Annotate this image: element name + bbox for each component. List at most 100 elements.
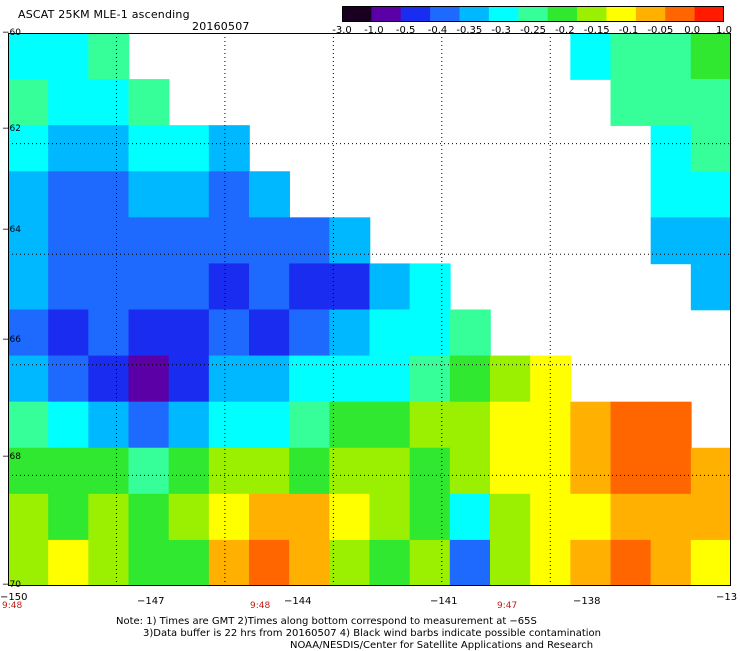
heatmap-plot — [8, 33, 731, 586]
y-tick-label: −70 — [2, 580, 21, 590]
heatmap-cell — [88, 447, 130, 495]
heatmap-cell — [128, 125, 170, 173]
heatmap-cell — [650, 401, 692, 449]
heatmap-cell — [369, 309, 411, 357]
heatmap-cell — [208, 125, 250, 173]
heatmap-cell — [128, 401, 170, 449]
heatmap-cell — [329, 355, 371, 403]
heatmap-cell — [369, 355, 411, 403]
heatmap-cell — [329, 447, 371, 495]
heatmap-cell — [128, 309, 170, 357]
colorbar-tick-label: -0.1 — [618, 25, 639, 36]
heatmap-cell — [449, 539, 491, 586]
colorbar-tick-label: 1.0 — [716, 25, 732, 36]
heatmap-cell — [409, 447, 451, 495]
heatmap-cell — [369, 447, 411, 495]
heatmap-cell — [289, 447, 331, 495]
heatmap-cell — [409, 355, 451, 403]
heatmap-cell — [249, 355, 290, 403]
heatmap-cell — [48, 125, 90, 173]
heatmap-cell — [88, 493, 130, 541]
heatmap-cell — [690, 171, 731, 219]
heatmap-cell — [690, 447, 731, 495]
colorbar-swatch — [606, 6, 637, 22]
heatmap-cell — [8, 493, 49, 541]
heatmap-cell — [530, 447, 572, 495]
heatmap-cell — [289, 217, 331, 265]
heatmap-cell — [128, 263, 170, 311]
heatmap-cell — [650, 493, 692, 541]
time-label: 9:47 — [497, 601, 518, 611]
heatmap-cell — [329, 493, 371, 541]
heatmap-cell — [449, 309, 491, 357]
heatmap-cell — [48, 79, 90, 126]
heatmap-cell — [168, 493, 210, 541]
note-line-3: NOAA/NESDIS/Center for Satellite Applica… — [290, 640, 594, 651]
colorbar-swatch — [342, 6, 372, 22]
heatmap-cell — [409, 309, 451, 357]
heatmap-cell — [8, 447, 49, 495]
heatmap-cell — [329, 539, 371, 586]
heatmap-cell — [610, 493, 652, 541]
x-tick-label: −138 — [573, 596, 601, 607]
chart-date: 20160507 — [192, 20, 250, 33]
heatmap-cell — [168, 539, 210, 586]
heatmap-cell — [208, 493, 250, 541]
colorbar-tick-label: 0.0 — [684, 25, 701, 36]
heatmap-cell — [8, 125, 49, 173]
colorbar-swatch — [577, 6, 608, 22]
heatmap-cell — [88, 263, 130, 311]
colorbar-swatch — [459, 6, 490, 22]
heatmap-cell — [249, 263, 290, 311]
heatmap-cells — [8, 33, 731, 586]
heatmap-cell — [8, 263, 49, 311]
heatmap-cell — [369, 401, 411, 449]
heatmap-cell — [88, 171, 130, 219]
heatmap-cell — [369, 539, 411, 586]
heatmap-cell — [289, 355, 331, 403]
heatmap-cell — [88, 355, 130, 403]
heatmap-cell — [128, 447, 170, 495]
heatmap-cell — [208, 217, 250, 265]
heatmap-cell — [168, 447, 210, 495]
heatmap-cell — [329, 217, 371, 265]
colorbar-tick-label: -0.3 — [491, 25, 511, 36]
heatmap-cell — [8, 217, 49, 265]
colorbar-swatch — [518, 6, 549, 22]
heatmap-cell — [88, 217, 130, 265]
heatmap-cell — [249, 171, 290, 219]
heatmap-cell — [168, 171, 210, 219]
heatmap-cell — [490, 493, 531, 541]
heatmap-cell — [610, 539, 652, 586]
heatmap-cell — [650, 33, 692, 80]
colorbar-swatch — [635, 6, 666, 22]
heatmap-cell — [650, 125, 692, 173]
heatmap-cell — [48, 447, 90, 495]
heatmap-cell — [449, 401, 491, 449]
heatmap-cell — [650, 79, 692, 126]
colorbar-swatch — [665, 6, 696, 22]
heatmap-cell — [690, 79, 731, 126]
heatmap-cell — [48, 355, 90, 403]
heatmap-cell — [650, 171, 692, 219]
note-line-1: Note: 1) Times are GMT 2)Times along bot… — [116, 616, 537, 627]
heatmap-cell — [168, 309, 210, 357]
heatmap-cell — [249, 217, 290, 265]
heatmap-cell — [690, 217, 731, 265]
heatmap-cell — [369, 493, 411, 541]
heatmap-cell — [690, 33, 731, 80]
y-tick-label: −68 — [2, 452, 21, 462]
heatmap-cell — [289, 401, 331, 449]
heatmap-cell — [570, 447, 612, 495]
heatmap-cell — [449, 493, 491, 541]
heatmap-cell — [88, 125, 130, 173]
colorbar-tick-label: -0.05 — [647, 25, 674, 36]
heatmap-cell — [369, 263, 411, 311]
heatmap-cell — [128, 171, 170, 219]
heatmap-cell — [128, 79, 170, 126]
heatmap-cell — [490, 539, 531, 586]
heatmap-cell — [610, 33, 652, 80]
heatmap-cell — [690, 493, 731, 541]
colorbar-swatch — [400, 6, 431, 22]
heatmap-cell — [8, 309, 49, 357]
